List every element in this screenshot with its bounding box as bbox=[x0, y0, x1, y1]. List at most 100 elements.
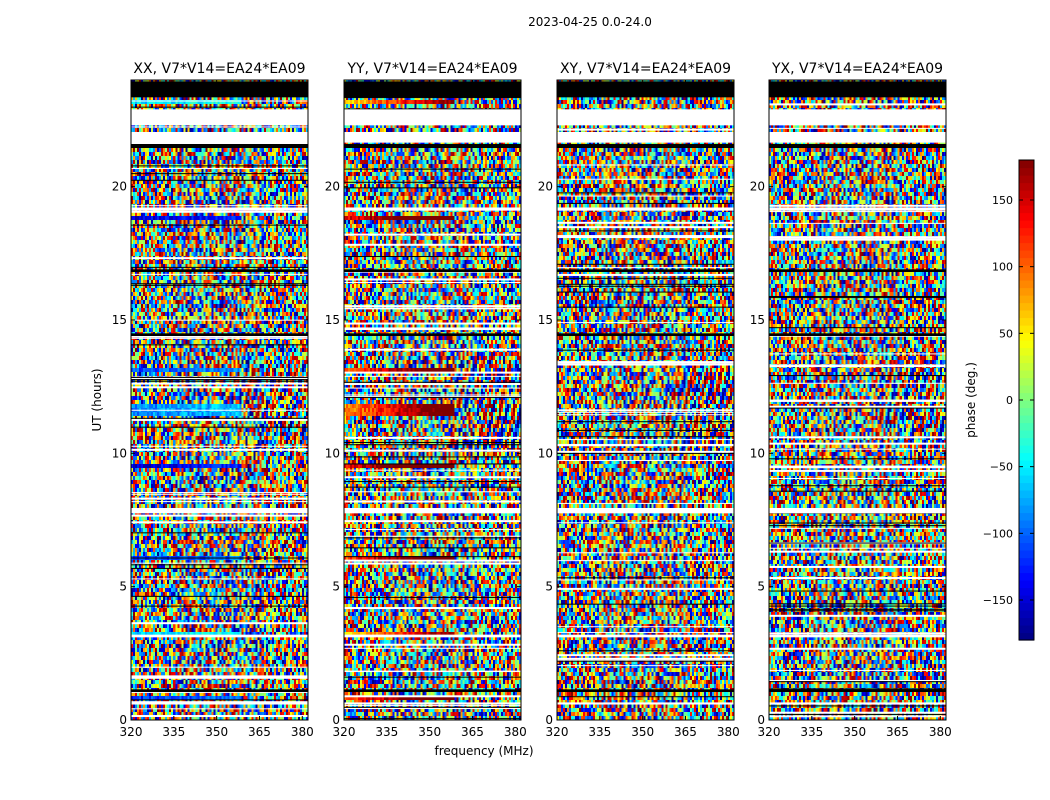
colorbar-segment bbox=[1019, 385, 1034, 394]
flagged-gap bbox=[557, 657, 734, 660]
scan-boundary bbox=[557, 263, 734, 265]
y-tick-label: 0 bbox=[332, 713, 340, 727]
y-tick-label: 0 bbox=[119, 713, 127, 727]
y-tick-label: 20 bbox=[750, 180, 765, 194]
flagged-gap bbox=[344, 308, 521, 310]
blank-range bbox=[344, 634, 521, 638]
y-tick-label: 5 bbox=[332, 580, 340, 594]
x-tick-label: 380 bbox=[291, 725, 314, 739]
black-range bbox=[131, 81, 308, 98]
blank-range bbox=[769, 508, 946, 514]
scan-boundary bbox=[769, 407, 946, 409]
scan-boundary bbox=[557, 452, 734, 454]
blank-range bbox=[557, 207, 734, 211]
scan-boundary bbox=[557, 577, 734, 579]
flagged-gap bbox=[557, 236, 734, 239]
figure-title: 2023-04-25 0.0-24.0 bbox=[528, 15, 652, 29]
flagged-gap bbox=[557, 164, 734, 166]
x-tick-label: 335 bbox=[588, 725, 611, 739]
panel-yy: YY, V7*V14=EA24*EA09 320 335 350 365 380 0 5 10 1… bbox=[325, 61, 527, 739]
y-tick-label: 10 bbox=[538, 446, 553, 460]
scan-boundary bbox=[131, 417, 308, 419]
flagged-gap bbox=[769, 382, 946, 384]
flagged-gap bbox=[344, 375, 521, 377]
blank-range bbox=[131, 109, 308, 126]
flagged-gap bbox=[769, 465, 946, 468]
phase-heatmap bbox=[557, 80, 734, 720]
colorbar-segment bbox=[1019, 535, 1034, 544]
x-tick-label: 350 bbox=[631, 725, 654, 739]
black-range bbox=[557, 333, 734, 336]
flagged-gap bbox=[769, 669, 946, 671]
flagged-gap bbox=[557, 632, 734, 634]
scan-boundary bbox=[769, 458, 946, 460]
x-tick-label: 365 bbox=[886, 725, 909, 739]
scan-boundary bbox=[131, 605, 308, 607]
flagged-gap bbox=[131, 501, 308, 503]
flagged-gap bbox=[769, 527, 946, 529]
x-tick-label: 380 bbox=[929, 725, 952, 739]
blank-range bbox=[131, 702, 308, 705]
flagged-gap bbox=[557, 439, 734, 441]
scan-boundary bbox=[131, 699, 308, 701]
colorbar-tick-label: 150 bbox=[992, 194, 1013, 207]
black-range bbox=[557, 689, 734, 692]
flagged-gap bbox=[131, 691, 308, 693]
flagged-gap bbox=[344, 671, 521, 673]
flagged-gap bbox=[769, 711, 946, 714]
colorbar-segment bbox=[1019, 437, 1034, 446]
flagged-gap bbox=[131, 493, 308, 495]
scan-boundary bbox=[769, 681, 946, 683]
panel-title: XY, V7*V14=EA24*EA09 bbox=[560, 61, 731, 77]
black-range bbox=[769, 269, 946, 272]
flagged-gap bbox=[769, 565, 946, 568]
flagged-gap bbox=[769, 365, 946, 368]
colorbar-segment bbox=[1019, 460, 1034, 469]
scan-boundary bbox=[344, 181, 521, 183]
x-tick-label: 320 bbox=[120, 725, 143, 739]
colorbar-tick-label: 50 bbox=[999, 327, 1013, 340]
scan-boundary bbox=[344, 396, 521, 398]
flagged-gap bbox=[344, 322, 521, 325]
flagged-gap bbox=[344, 281, 521, 283]
flagged-gap bbox=[344, 383, 521, 386]
flagged-gap bbox=[557, 626, 734, 628]
flagged-gap bbox=[769, 577, 946, 580]
flagged-gap bbox=[769, 469, 946, 472]
colorbar-segment bbox=[1019, 580, 1034, 589]
black-range bbox=[344, 144, 521, 148]
colorbar-segment bbox=[1019, 512, 1034, 521]
flagged-gap bbox=[131, 126, 308, 128]
flagged-gap bbox=[344, 233, 521, 236]
x-tick-label: 320 bbox=[333, 725, 356, 739]
colorbar-segment bbox=[1019, 587, 1034, 596]
colorbar-segment bbox=[1019, 632, 1034, 641]
colorbar-segment bbox=[1019, 182, 1034, 191]
flagged-gap bbox=[344, 469, 521, 471]
scan-boundary bbox=[769, 608, 946, 610]
colorbar-segment bbox=[1019, 355, 1034, 364]
colorbar-segment bbox=[1019, 430, 1034, 439]
flagged-gap bbox=[344, 705, 521, 707]
flagged-gap bbox=[131, 409, 308, 411]
colorbar-segment bbox=[1019, 550, 1034, 559]
panel-xy: XY, V7*V14=EA24*EA09 320 335 350 365 380 0 5 10 1… bbox=[538, 61, 740, 739]
flagged-gap bbox=[344, 562, 521, 565]
flagged-gap bbox=[769, 353, 946, 355]
y-tick-label: 5 bbox=[545, 580, 553, 594]
scan-boundary bbox=[344, 556, 521, 558]
black-range bbox=[131, 144, 308, 148]
scan-boundary bbox=[557, 349, 734, 351]
blank-range bbox=[557, 109, 734, 126]
scan-boundary bbox=[769, 705, 946, 707]
panel-title: XX, V7*V14=EA24*EA09 bbox=[133, 61, 305, 77]
flagged-gap bbox=[557, 659, 734, 661]
flagged-gap bbox=[557, 226, 734, 229]
scan-boundary bbox=[131, 173, 308, 175]
blank-range bbox=[131, 207, 308, 211]
scan-boundary bbox=[769, 525, 946, 527]
flagged-gap bbox=[131, 675, 308, 678]
blank-range bbox=[344, 109, 521, 126]
flagged-gap bbox=[344, 707, 521, 710]
colorbar-segment bbox=[1019, 625, 1034, 634]
